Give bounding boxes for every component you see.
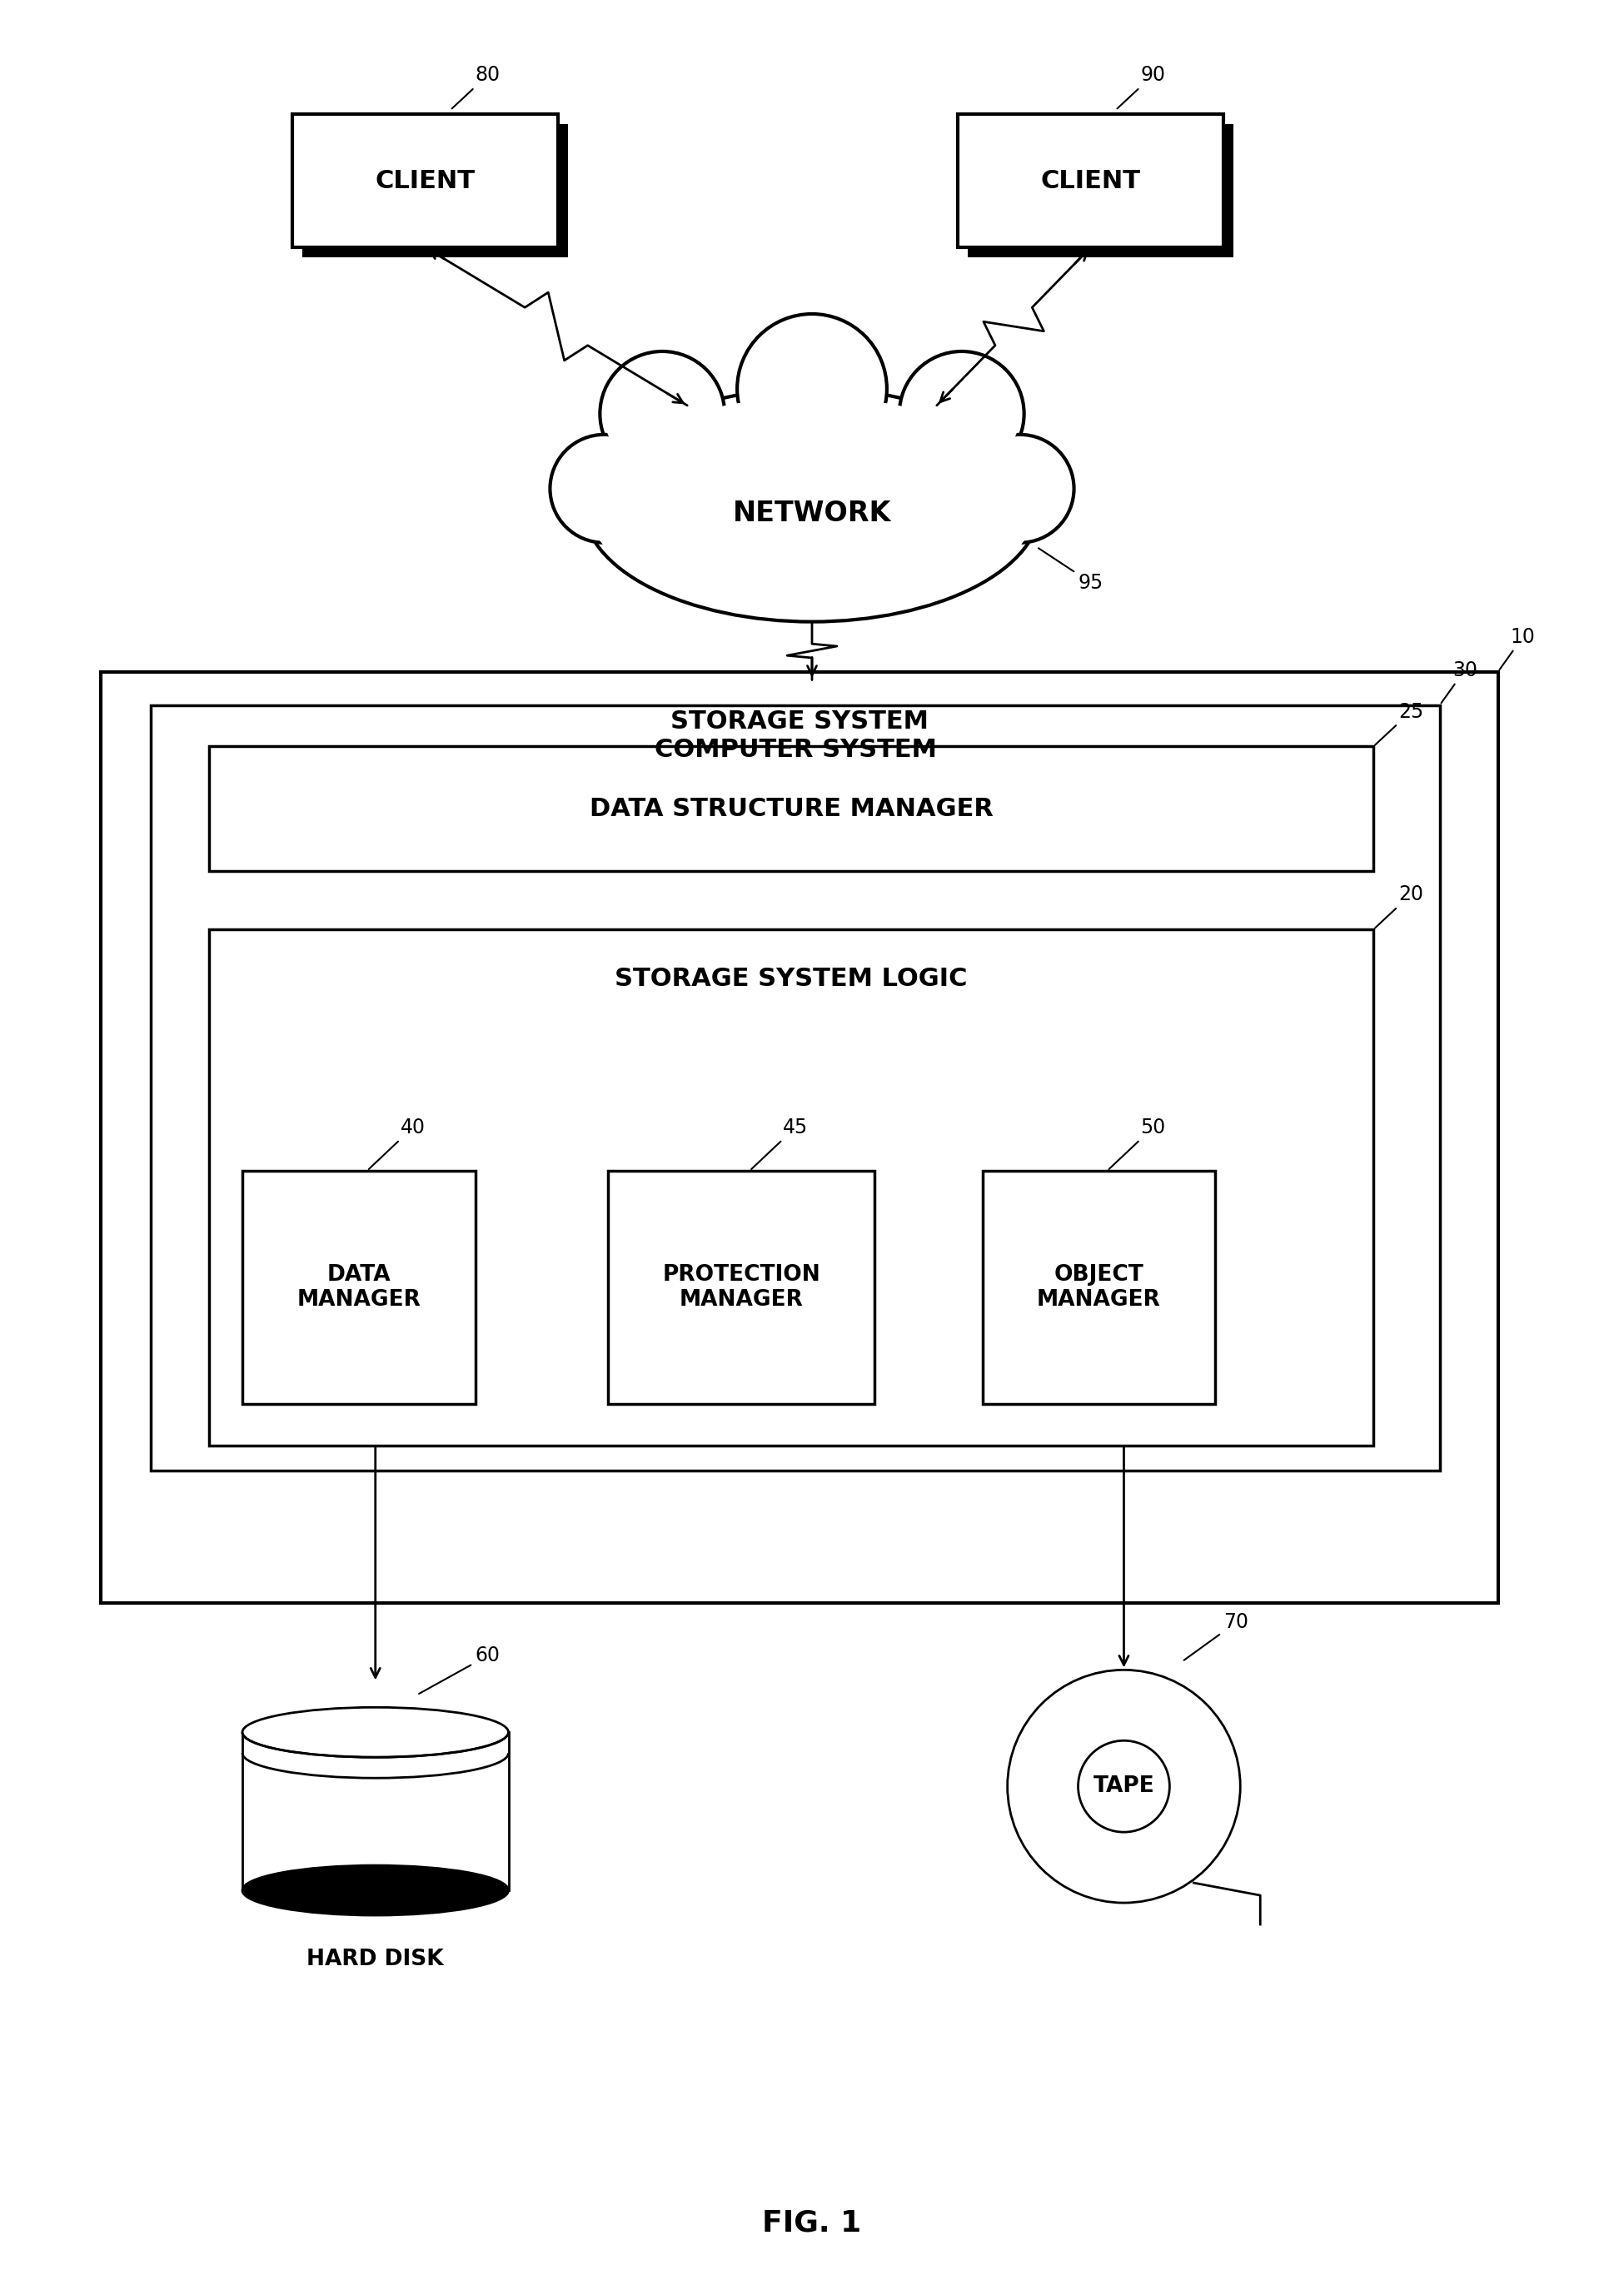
Ellipse shape — [966, 434, 1073, 543]
FancyBboxPatch shape — [209, 928, 1374, 1446]
Text: CLIENT: CLIENT — [375, 168, 476, 193]
Ellipse shape — [588, 397, 1036, 613]
FancyBboxPatch shape — [292, 114, 559, 247]
Text: 60: 60 — [419, 1646, 500, 1693]
Text: 95: 95 — [1038, 547, 1103, 592]
Text: FIG. 1: FIG. 1 — [762, 2209, 862, 2238]
FancyBboxPatch shape — [252, 1180, 486, 1414]
Text: STORAGE SYSTEM LOGIC: STORAGE SYSTEM LOGIC — [615, 967, 968, 992]
Text: OBJECT
MANAGER: OBJECT MANAGER — [1036, 1264, 1161, 1310]
Text: 10: 10 — [1499, 627, 1535, 670]
Ellipse shape — [741, 318, 883, 459]
Text: CLIENT: CLIENT — [1041, 168, 1140, 193]
Text: TAPE: TAPE — [1093, 1775, 1155, 1798]
Text: NETWORK: NETWORK — [732, 499, 892, 527]
Text: 90: 90 — [1117, 66, 1166, 109]
Circle shape — [1078, 1741, 1169, 1832]
Text: 20: 20 — [1376, 885, 1423, 928]
FancyBboxPatch shape — [983, 1171, 1215, 1403]
Ellipse shape — [604, 356, 721, 472]
FancyBboxPatch shape — [242, 1171, 476, 1403]
Text: STORAGE SYSTEM: STORAGE SYSTEM — [671, 708, 929, 733]
Text: 45: 45 — [752, 1117, 809, 1169]
FancyBboxPatch shape — [609, 1171, 874, 1403]
FancyBboxPatch shape — [101, 672, 1497, 1603]
FancyBboxPatch shape — [968, 125, 1234, 257]
Text: 50: 50 — [1109, 1117, 1166, 1169]
Text: 70: 70 — [1184, 1612, 1249, 1659]
Text: PROTECTION
MANAGER: PROTECTION MANAGER — [663, 1264, 820, 1310]
Ellipse shape — [903, 356, 1020, 472]
Ellipse shape — [970, 438, 1070, 538]
Text: DATA STRUCTURE MANAGER: DATA STRUCTURE MANAGER — [590, 797, 994, 822]
Text: 80: 80 — [451, 66, 500, 109]
FancyBboxPatch shape — [219, 756, 1384, 881]
Ellipse shape — [737, 313, 887, 463]
Ellipse shape — [900, 352, 1025, 477]
FancyBboxPatch shape — [992, 1180, 1226, 1414]
Text: DATA
MANAGER: DATA MANAGER — [297, 1264, 421, 1310]
FancyBboxPatch shape — [209, 747, 1374, 872]
FancyBboxPatch shape — [619, 1180, 885, 1414]
Ellipse shape — [242, 1707, 508, 1757]
FancyBboxPatch shape — [302, 125, 568, 257]
Circle shape — [1007, 1671, 1241, 1902]
Ellipse shape — [551, 434, 658, 543]
Text: HARD DISK: HARD DISK — [307, 1948, 443, 1970]
Ellipse shape — [583, 388, 1041, 622]
Polygon shape — [242, 1732, 508, 1891]
FancyBboxPatch shape — [151, 706, 1440, 1471]
FancyBboxPatch shape — [958, 114, 1223, 247]
Text: 30: 30 — [1440, 661, 1478, 704]
Ellipse shape — [554, 438, 654, 538]
Text: 40: 40 — [369, 1117, 425, 1169]
Ellipse shape — [242, 1866, 508, 1916]
Text: COMPUTER SYSTEM: COMPUTER SYSTEM — [654, 738, 937, 763]
Text: 25: 25 — [1376, 701, 1424, 745]
Ellipse shape — [599, 352, 724, 477]
